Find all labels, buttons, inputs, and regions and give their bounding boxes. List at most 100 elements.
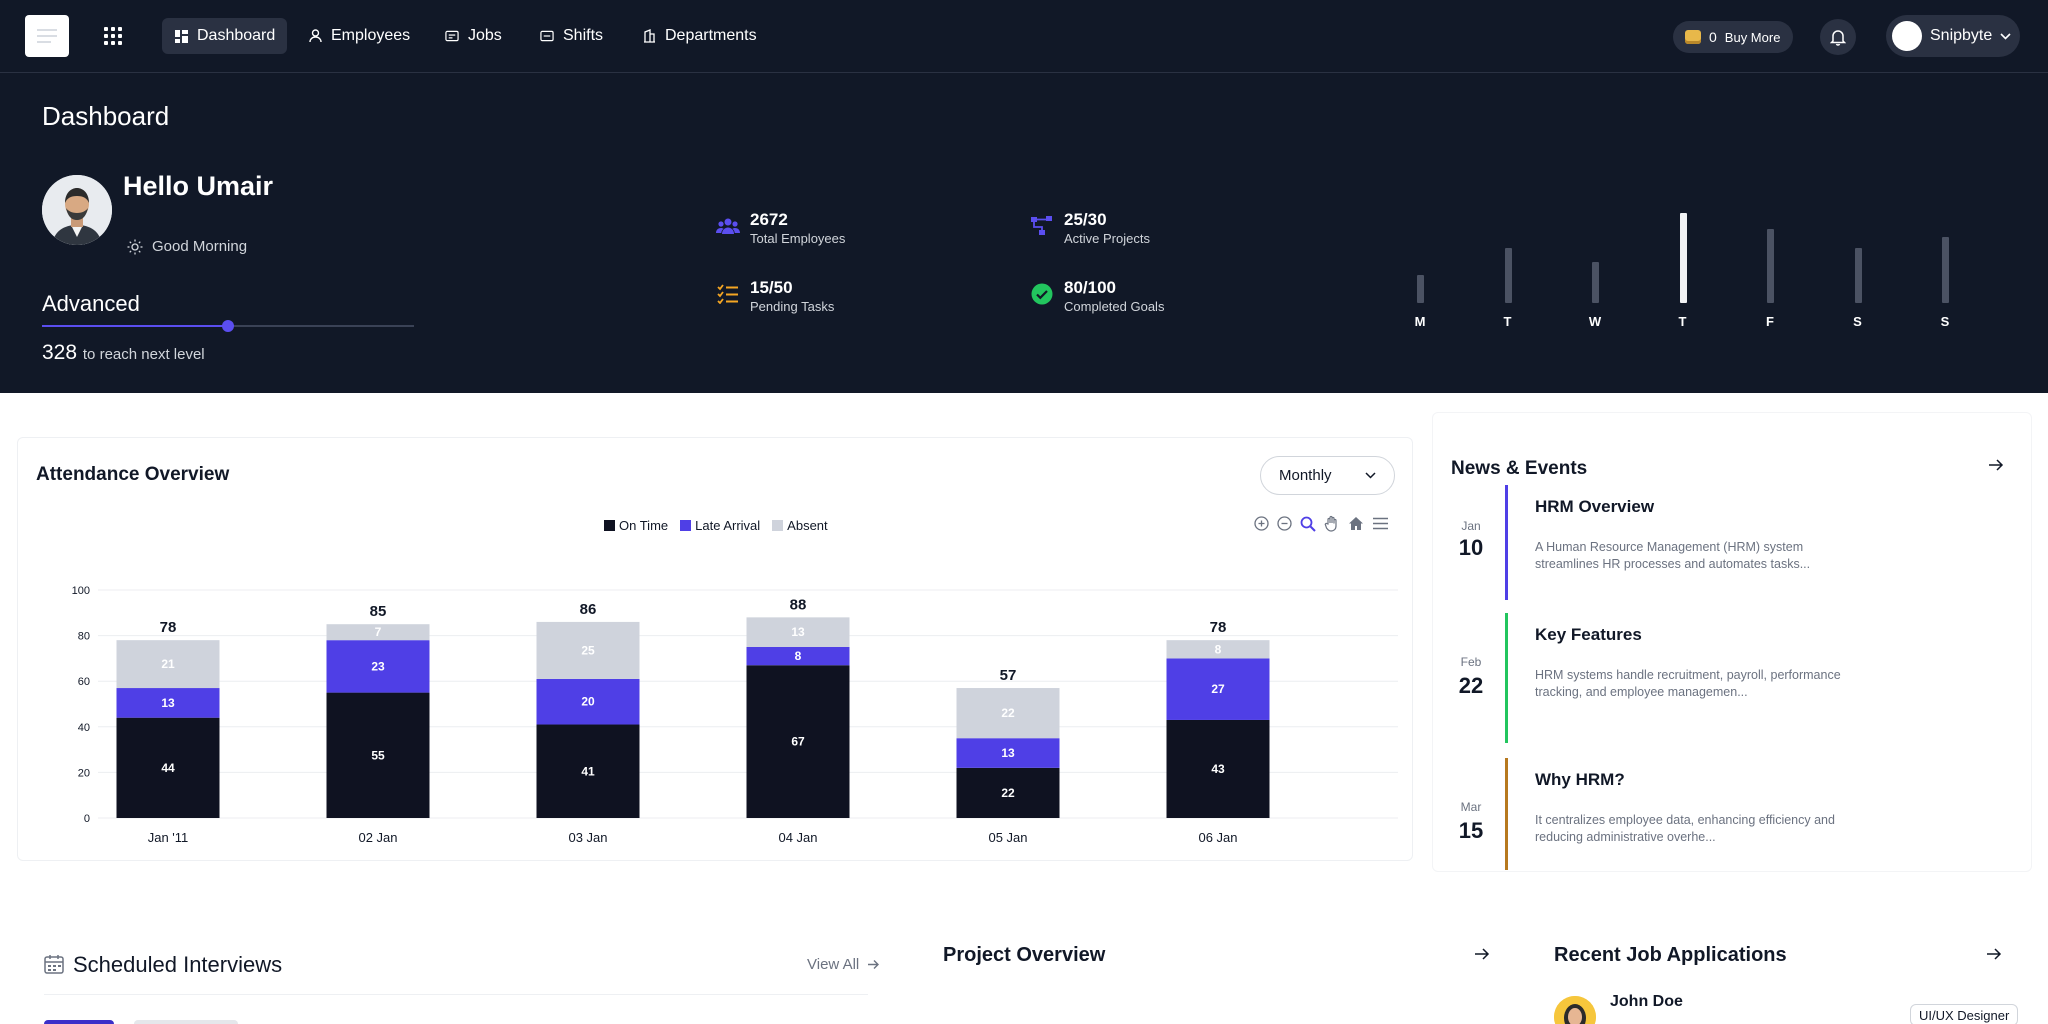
week-day-label: S: [1853, 314, 1862, 329]
zoom-in-icon[interactable]: [1254, 516, 1269, 531]
event-description: It centralizes employee data, enhancing …: [1535, 813, 1835, 844]
points-text: 328 to reach next level: [42, 341, 205, 365]
nav-dashboard[interactable]: Dashboard: [162, 18, 288, 54]
applicant-name[interactable]: John Doe: [1610, 993, 1683, 1010]
sun-icon: [127, 239, 143, 254]
pan-hand-icon[interactable]: [1324, 515, 1340, 532]
stat-value: 15/50: [750, 278, 793, 297]
menu-icon[interactable]: [1372, 517, 1389, 530]
level-label: Advanced: [42, 291, 140, 316]
event-item[interactable]: Jan 10 HRM Overview A Human Resource Man…: [1451, 485, 2011, 600]
view-all-link[interactable]: View All: [807, 956, 880, 973]
data-label: 7: [375, 625, 382, 639]
week-day-column: W: [1585, 203, 1605, 329]
nav-jobs[interactable]: Jobs: [433, 18, 514, 54]
event-month: Jan: [1461, 519, 1481, 533]
y-tick-label: 100: [72, 585, 90, 597]
event-accent-line: [1505, 485, 1508, 600]
data-label: 67: [791, 735, 805, 749]
credits-count: 0: [1709, 29, 1717, 45]
event-title: HRM Overview: [1535, 497, 1655, 516]
data-label: 43: [1211, 762, 1225, 776]
x-tick-label: 02 Jan: [358, 830, 397, 845]
people-icon: [716, 214, 740, 238]
chart-bar-segment: [326, 640, 430, 693]
total-label: 88: [790, 596, 807, 613]
week-day-label: T: [1678, 314, 1687, 329]
coins-icon: [1685, 30, 1701, 44]
arrow-right-icon[interactable]: [1986, 947, 2002, 961]
recent-applications-title: Recent Job Applications: [1554, 944, 1787, 966]
data-label: 44: [161, 761, 175, 775]
event-accent-line: [1505, 758, 1508, 870]
total-label: 86: [580, 601, 597, 618]
arrow-right-icon[interactable]: [1474, 947, 1490, 961]
legend-item-on-time[interactable]: On Time: [604, 518, 668, 533]
data-label: 8: [795, 649, 802, 663]
data-label: 25: [581, 643, 595, 657]
data-label: 41: [581, 764, 595, 778]
apps-grid-icon[interactable]: [104, 27, 122, 45]
x-tick-label: 03 Jan: [568, 830, 607, 845]
event-day: 22: [1458, 673, 1484, 698]
chart-bar-segment: [116, 640, 220, 689]
event-accent-line: [1505, 613, 1508, 743]
week-day-column: S: [1935, 203, 1955, 329]
y-tick-label: 60: [78, 676, 90, 688]
chart-bar-segment: [746, 665, 850, 818]
period-select[interactable]: Monthly: [1260, 456, 1395, 495]
home-icon[interactable]: [1348, 516, 1364, 531]
week-day-label: T: [1503, 314, 1512, 329]
buy-more-link[interactable]: Buy More: [1724, 29, 1781, 45]
event-item[interactable]: Mar 15 Why HRM? It centralizes employee …: [1451, 758, 2011, 870]
level-progress-fill: [42, 325, 228, 327]
nav-employees[interactable]: Employees: [296, 18, 422, 54]
stat-value: 25/30: [1064, 210, 1107, 229]
data-label: 55: [371, 748, 385, 762]
period-value: Monthly: [1279, 467, 1332, 484]
interview-tab-active[interactable]: [44, 1020, 114, 1024]
x-tick-label: Jan '11: [148, 830, 189, 845]
arrow-right-icon: [868, 960, 880, 969]
total-label: 57: [1000, 667, 1017, 684]
legend-item-late-arrival[interactable]: Late Arrival: [680, 518, 760, 533]
scheduled-interviews-title: Scheduled Interviews: [73, 952, 283, 977]
total-label: 78: [1210, 619, 1227, 636]
user-menu[interactable]: Snipbyte: [1886, 15, 2020, 57]
week-day-bar: [1417, 275, 1424, 303]
chevron-down-icon: [1365, 472, 1376, 479]
stat-label: Completed Goals: [1064, 299, 1165, 314]
chart-bar-segment: [116, 717, 220, 818]
week-day-label: S: [1940, 314, 1950, 329]
interview-tab[interactable]: [134, 1020, 238, 1024]
nav-departments-label: Departments: [665, 27, 757, 44]
week-day-column: T: [1673, 203, 1693, 329]
level-progress-bar: [42, 320, 414, 332]
app-logo[interactable]: [25, 15, 69, 57]
jobs-icon: [445, 29, 459, 43]
event-item[interactable]: Feb 22 Key Features HRM systems handle r…: [1451, 613, 2011, 743]
legend-item-absent[interactable]: Absent: [772, 518, 828, 533]
total-label: 85: [370, 603, 387, 620]
chart-bar-segment: [746, 647, 850, 666]
credits-pill[interactable]: 0 Buy More: [1673, 21, 1793, 53]
stat-total-employees: 2672 Total Employees: [716, 210, 845, 248]
zoom-select-icon[interactable]: [1300, 516, 1316, 532]
attendance-bar-chart: 0 20 40 60 80 100 44 13 21 78 Jan '11 55 23 7 85 02 Jan…: [72, 585, 1398, 845]
notifications-button[interactable]: [1820, 19, 1856, 55]
points-label: to reach next level: [82, 346, 205, 363]
chart-bar-segment: [536, 678, 640, 725]
week-day-bar: [1504, 247, 1512, 303]
arrow-right-icon[interactable]: [1988, 458, 2004, 472]
news-events-card: News & Events Jan 10 HRM Overview A Huma…: [1432, 412, 2032, 872]
y-tick-label: 20: [78, 767, 90, 779]
nav-departments[interactable]: Departments: [630, 18, 769, 54]
nav-shifts-label: Shifts: [563, 27, 604, 44]
applicant-avatar: [1554, 996, 1596, 1024]
chart-bar-segment: [956, 767, 1060, 818]
nav-shifts[interactable]: Shifts: [528, 18, 615, 54]
stat-pending-tasks: 15/50 Pending Tasks: [716, 278, 834, 316]
data-label: 13: [161, 696, 175, 710]
zoom-out-icon[interactable]: [1277, 516, 1292, 531]
